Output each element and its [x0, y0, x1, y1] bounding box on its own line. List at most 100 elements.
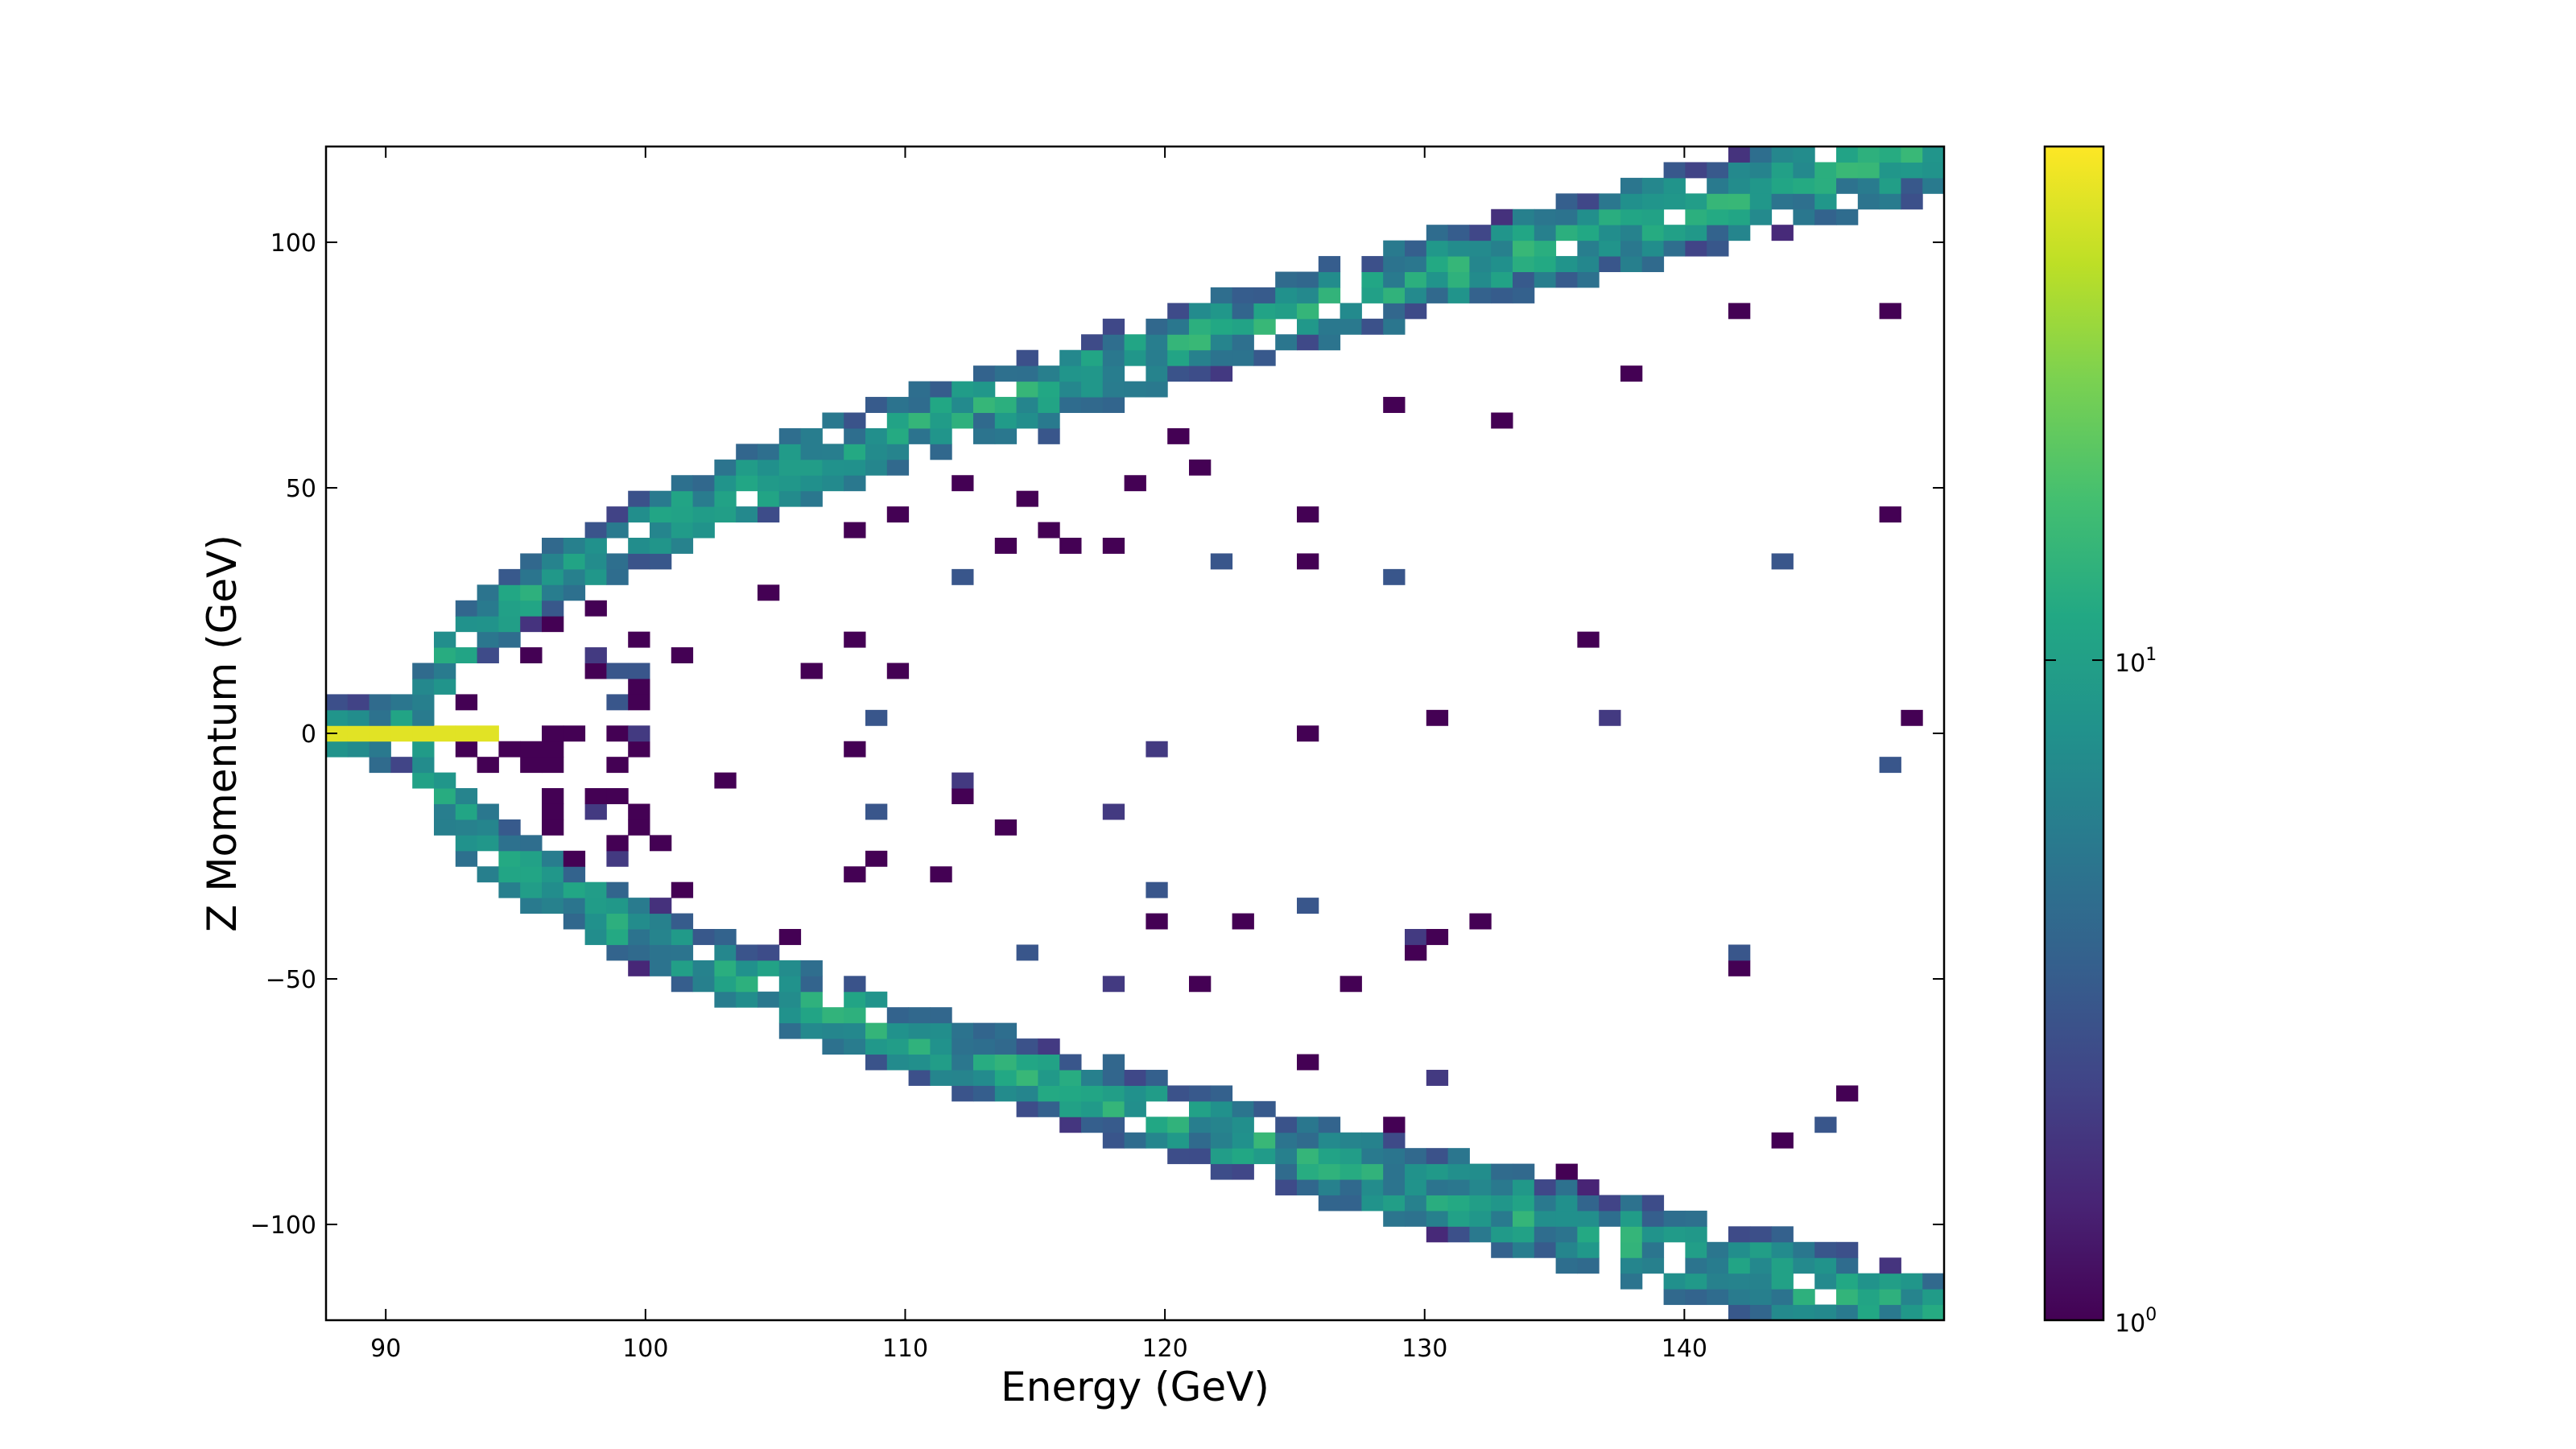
heatmap-cell — [1102, 334, 1125, 351]
heatmap-cell — [455, 694, 478, 711]
heatmap-cell — [800, 1022, 823, 1039]
heatmap-cell — [1146, 741, 1168, 758]
heatmap-cell — [1491, 1226, 1513, 1243]
heatmap-cell — [542, 600, 564, 617]
heatmap-cell — [1340, 1148, 1362, 1165]
heatmap-cell — [822, 459, 844, 476]
heatmap-cell — [886, 1054, 910, 1071]
heatmap-cell — [1038, 1069, 1060, 1086]
heatmap-cell — [952, 397, 974, 413]
heatmap-cell — [886, 1007, 910, 1024]
heatmap-cell — [542, 788, 564, 804]
heatmap-cell — [412, 772, 435, 789]
heatmap-cell — [714, 506, 737, 523]
heatmap-cell — [1599, 240, 1621, 257]
heatmap-cell — [650, 929, 672, 945]
heatmap-cell — [778, 427, 802, 444]
heatmap-cell — [584, 803, 607, 820]
heatmap-cell — [1016, 1038, 1038, 1055]
heatmap-cell — [1793, 1304, 1815, 1321]
heatmap-cell — [1124, 1069, 1146, 1086]
heatmap-cell — [1922, 1273, 1945, 1290]
heatmap-cell — [1513, 1179, 1535, 1195]
colorbar — [2043, 145, 2105, 1322]
heatmap-cell — [650, 506, 672, 523]
heatmap-cell — [1059, 365, 1082, 382]
heatmap-cell — [1232, 913, 1254, 930]
heatmap-cell — [1232, 1117, 1254, 1133]
heatmap-cell — [1814, 1241, 1837, 1258]
heatmap-cell — [455, 600, 478, 617]
heatmap-cell — [908, 1038, 931, 1055]
heatmap-cell — [1059, 381, 1082, 398]
heatmap-cell — [736, 944, 758, 961]
heatmap-cell — [1059, 1069, 1082, 1086]
heatmap-cell — [1210, 303, 1233, 320]
y-tick-label: 0 — [301, 720, 316, 749]
heatmap-cell — [1447, 1195, 1470, 1212]
heatmap-cell — [778, 976, 802, 993]
heatmap-cell — [1059, 397, 1082, 413]
heatmap-cell — [994, 1069, 1018, 1086]
heatmap-cell — [1749, 147, 1773, 163]
heatmap-cell — [758, 960, 780, 976]
heatmap-cell — [671, 538, 694, 554]
heatmap-cell — [520, 741, 543, 758]
heatmap-cell — [1599, 256, 1621, 273]
heatmap-cell — [1879, 193, 1901, 210]
heatmap-cell — [1059, 349, 1082, 366]
heatmap-cell — [1275, 1163, 1298, 1180]
heatmap-cell — [1663, 1273, 1686, 1290]
heatmap-cell — [434, 631, 456, 648]
heatmap-cell — [1167, 1117, 1190, 1133]
heatmap-cell — [1102, 318, 1125, 335]
heatmap-cell — [1771, 1132, 1794, 1149]
heatmap-cell — [1922, 1289, 1945, 1306]
heatmap-cell — [1663, 177, 1686, 194]
heatmap-cell — [1771, 553, 1794, 570]
heatmap-cell — [1577, 1226, 1600, 1243]
heatmap-cell — [628, 663, 650, 679]
heatmap-cell — [520, 850, 543, 867]
heatmap-cell — [434, 678, 456, 695]
x-tick-label: 90 — [370, 1335, 401, 1363]
heatmap-cell — [1405, 944, 1427, 961]
heatmap-cell — [628, 506, 650, 523]
heatmap-cell — [390, 725, 413, 742]
heatmap-cell — [1189, 349, 1212, 366]
heatmap-cell — [1038, 412, 1060, 429]
heatmap-cell — [1361, 271, 1384, 288]
heatmap-cell — [1663, 1226, 1686, 1243]
heatmap-cell — [1577, 1210, 1600, 1227]
heatmap-cell — [1447, 1148, 1470, 1165]
heatmap-cell — [542, 819, 564, 836]
heatmap-cell — [1728, 177, 1751, 194]
heatmap-cell — [1383, 1195, 1406, 1212]
heatmap-cell — [498, 850, 521, 867]
heatmap-cell — [671, 960, 694, 976]
heatmap-cell — [434, 725, 456, 742]
heatmap-cell — [844, 1022, 866, 1039]
heatmap-cell — [886, 427, 910, 444]
heatmap-cell — [1016, 1100, 1038, 1117]
heatmap-cell — [1901, 1304, 1923, 1321]
heatmap-cell — [1771, 225, 1794, 242]
heatmap-cell — [973, 1085, 996, 1102]
heatmap-cell — [1447, 256, 1470, 273]
heatmap-cell — [1318, 271, 1341, 288]
heatmap-cell — [1146, 365, 1168, 382]
heatmap-cell — [1469, 240, 1492, 257]
heatmap-cell — [930, 1038, 952, 1055]
heatmap-cell — [542, 898, 564, 914]
heatmap-cell — [1405, 1148, 1427, 1165]
heatmap-cell — [1447, 271, 1470, 288]
heatmap-cell — [1663, 162, 1686, 179]
heatmap-cell — [1793, 208, 1815, 225]
heatmap-cell — [1513, 1241, 1535, 1258]
heatmap-cell — [1383, 287, 1406, 303]
heatmap-cell — [1728, 1289, 1751, 1306]
heatmap-cell — [930, 866, 952, 883]
heatmap-cell — [952, 1054, 974, 1071]
heatmap-cell — [1081, 365, 1104, 382]
heatmap-cell — [1426, 225, 1449, 242]
